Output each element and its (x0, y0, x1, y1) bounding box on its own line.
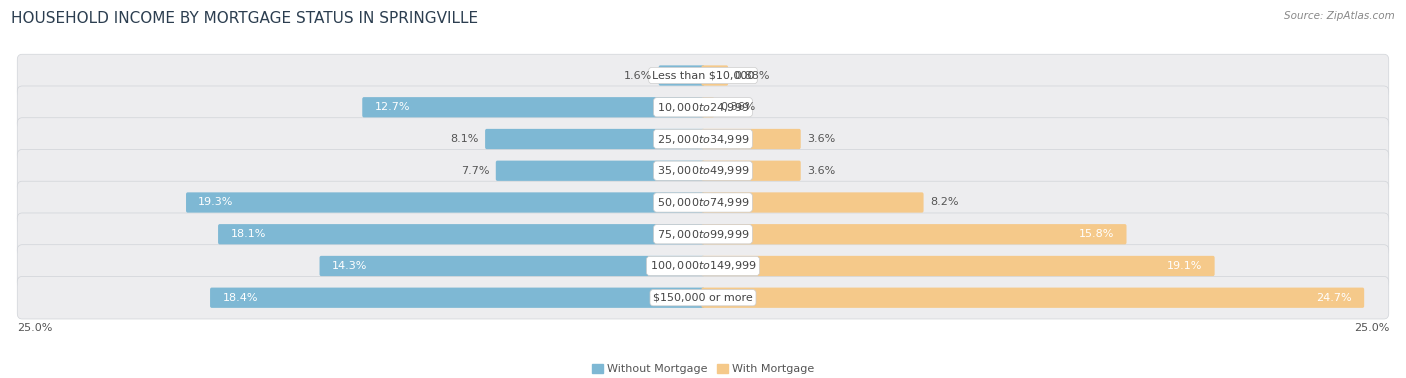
FancyBboxPatch shape (702, 97, 714, 118)
FancyBboxPatch shape (17, 245, 1389, 287)
Text: 25.0%: 25.0% (17, 323, 52, 333)
Text: 12.7%: 12.7% (374, 102, 411, 112)
FancyBboxPatch shape (17, 118, 1389, 160)
Text: 24.7%: 24.7% (1316, 293, 1353, 303)
FancyBboxPatch shape (658, 65, 704, 86)
FancyBboxPatch shape (17, 276, 1389, 319)
Text: 8.2%: 8.2% (929, 197, 959, 208)
Text: 15.8%: 15.8% (1078, 229, 1114, 239)
Text: HOUSEHOLD INCOME BY MORTGAGE STATUS IN SPRINGVILLE: HOUSEHOLD INCOME BY MORTGAGE STATUS IN S… (11, 11, 478, 26)
Text: 19.3%: 19.3% (198, 197, 233, 208)
Text: Less than $10,000: Less than $10,000 (652, 71, 754, 81)
FancyBboxPatch shape (218, 224, 704, 244)
FancyBboxPatch shape (702, 192, 924, 212)
Text: 0.88%: 0.88% (734, 71, 770, 81)
FancyBboxPatch shape (209, 288, 704, 308)
Text: 18.4%: 18.4% (222, 293, 257, 303)
FancyBboxPatch shape (319, 256, 704, 276)
FancyBboxPatch shape (702, 129, 801, 149)
FancyBboxPatch shape (702, 224, 1126, 244)
Text: $25,000 to $34,999: $25,000 to $34,999 (657, 133, 749, 146)
FancyBboxPatch shape (702, 288, 1364, 308)
Text: 18.1%: 18.1% (231, 229, 266, 239)
Text: Source: ZipAtlas.com: Source: ZipAtlas.com (1284, 11, 1395, 21)
FancyBboxPatch shape (17, 181, 1389, 224)
Text: 14.3%: 14.3% (332, 261, 367, 271)
FancyBboxPatch shape (186, 192, 704, 212)
Text: 7.7%: 7.7% (461, 166, 489, 176)
Text: $150,000 or more: $150,000 or more (654, 293, 752, 303)
Text: $50,000 to $74,999: $50,000 to $74,999 (657, 196, 749, 209)
FancyBboxPatch shape (496, 161, 704, 181)
Text: 3.6%: 3.6% (807, 166, 835, 176)
FancyBboxPatch shape (363, 97, 704, 118)
Text: 19.1%: 19.1% (1167, 261, 1202, 271)
Text: 1.6%: 1.6% (624, 71, 652, 81)
Text: 0.36%: 0.36% (721, 102, 756, 112)
Text: $10,000 to $24,999: $10,000 to $24,999 (657, 101, 749, 114)
Text: $35,000 to $49,999: $35,000 to $49,999 (657, 164, 749, 177)
FancyBboxPatch shape (485, 129, 704, 149)
FancyBboxPatch shape (17, 86, 1389, 129)
Text: 3.6%: 3.6% (807, 134, 835, 144)
FancyBboxPatch shape (17, 213, 1389, 256)
FancyBboxPatch shape (17, 149, 1389, 192)
Text: $100,000 to $149,999: $100,000 to $149,999 (650, 259, 756, 273)
Text: 25.0%: 25.0% (1354, 323, 1389, 333)
FancyBboxPatch shape (702, 161, 801, 181)
Text: $75,000 to $99,999: $75,000 to $99,999 (657, 228, 749, 241)
FancyBboxPatch shape (17, 54, 1389, 97)
FancyBboxPatch shape (702, 256, 1215, 276)
Legend: Without Mortgage, With Mortgage: Without Mortgage, With Mortgage (588, 359, 818, 378)
Text: 8.1%: 8.1% (450, 134, 478, 144)
FancyBboxPatch shape (702, 65, 728, 86)
